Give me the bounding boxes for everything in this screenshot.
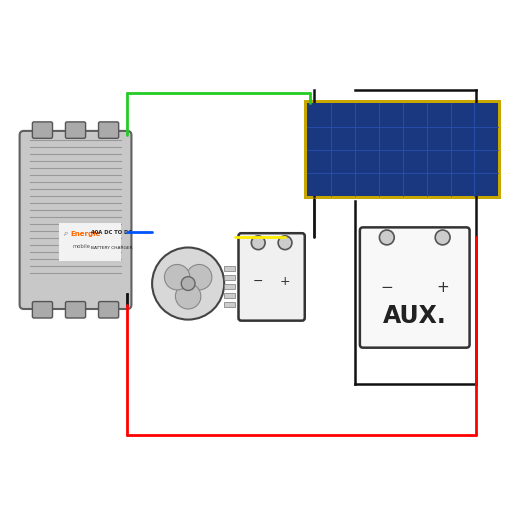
Circle shape — [175, 284, 201, 309]
Circle shape — [181, 277, 195, 290]
Text: −: − — [381, 280, 393, 295]
Text: +: + — [436, 280, 449, 295]
Text: +: + — [280, 275, 290, 288]
Bar — [224, 302, 235, 307]
Text: P: P — [64, 232, 68, 237]
FancyBboxPatch shape — [238, 233, 305, 321]
Circle shape — [435, 230, 450, 245]
Bar — [224, 275, 235, 280]
Circle shape — [152, 248, 224, 320]
Bar — [304, 100, 501, 199]
Circle shape — [379, 230, 394, 245]
Circle shape — [187, 264, 212, 290]
Bar — [59, 223, 121, 261]
Text: AUX.: AUX. — [383, 304, 447, 328]
FancyBboxPatch shape — [360, 227, 470, 348]
FancyBboxPatch shape — [20, 131, 131, 309]
Text: Energie: Energie — [70, 231, 101, 237]
Bar — [224, 293, 235, 298]
FancyBboxPatch shape — [32, 122, 52, 138]
Circle shape — [164, 264, 190, 290]
Text: mobile: mobile — [73, 244, 91, 249]
FancyBboxPatch shape — [66, 122, 86, 138]
Circle shape — [251, 236, 265, 250]
Text: −: − — [253, 275, 263, 288]
FancyBboxPatch shape — [99, 122, 119, 138]
Text: BATTERY CHARGER: BATTERY CHARGER — [91, 245, 133, 250]
Circle shape — [278, 236, 292, 250]
Text: 40A DC TO DC: 40A DC TO DC — [91, 230, 132, 235]
Bar — [224, 284, 235, 289]
FancyBboxPatch shape — [32, 302, 52, 318]
FancyBboxPatch shape — [99, 302, 119, 318]
Bar — [307, 103, 498, 196]
FancyBboxPatch shape — [66, 302, 86, 318]
Bar — [224, 266, 235, 271]
